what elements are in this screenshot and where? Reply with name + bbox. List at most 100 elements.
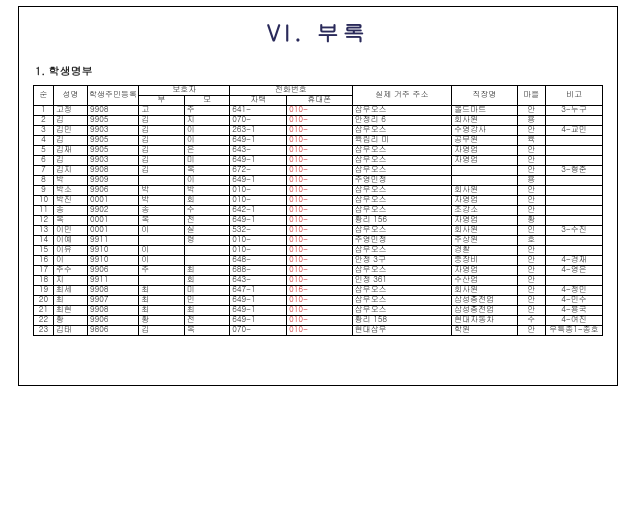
- cell: 중장비: [452, 256, 517, 266]
- cell: 010-: [230, 236, 287, 246]
- cell: 지: [53, 276, 87, 286]
- cell: 김: [53, 156, 87, 166]
- cell: 9911: [88, 236, 139, 246]
- cell: 9902: [88, 206, 139, 216]
- cell: 주: [184, 106, 230, 116]
- cell: 김: [139, 126, 185, 136]
- cell: [139, 236, 185, 246]
- cell: 최: [184, 306, 230, 316]
- cell: 호: [517, 236, 545, 246]
- cell: 주영민정: [352, 176, 452, 186]
- cell: 안: [517, 326, 545, 336]
- cell: 6: [34, 156, 54, 166]
- cell: 김: [139, 136, 185, 146]
- cell: 641-: [230, 106, 287, 116]
- cell: 649-1: [230, 306, 287, 316]
- cell: 올드마트: [452, 106, 517, 116]
- table-row: 16이9910이648-010-안정 3구중장비안4-경재: [34, 256, 603, 266]
- cell: 김: [139, 326, 185, 336]
- page-title: VI. 부록: [33, 17, 603, 48]
- cell: 현대삼우: [352, 326, 452, 336]
- cell: 옥: [184, 166, 230, 176]
- cell: 안: [517, 196, 545, 206]
- cell: 삼우오스: [352, 146, 452, 156]
- cell: 안: [517, 246, 545, 256]
- th-gmother: 모: [184, 96, 230, 106]
- cell: 회사원: [452, 116, 517, 126]
- cell: 17: [34, 266, 54, 276]
- cell: 4-교민: [546, 126, 603, 136]
- cell: 12: [34, 216, 54, 226]
- cell: 이민: [53, 226, 87, 236]
- cell: 전: [184, 316, 230, 326]
- cell: 19: [34, 286, 54, 296]
- table-row: 22황9906황전649-1010-황리 158현대자동차수4-여진: [34, 316, 603, 326]
- cell: 안: [517, 186, 545, 196]
- cell: 우특종1-종호: [546, 326, 603, 336]
- cell: 자영업: [452, 156, 517, 166]
- cell: 070-: [230, 326, 287, 336]
- cell: 회: [184, 276, 230, 286]
- cell: 최: [139, 306, 185, 316]
- cell: 실: [184, 226, 230, 236]
- cell: 23: [34, 326, 54, 336]
- cell: [452, 166, 517, 176]
- cell: 주영민정: [352, 236, 452, 246]
- cell: 010-: [287, 126, 352, 136]
- cell: 643-: [230, 146, 287, 156]
- table-row: 6김9903김미649-1010-삼우오스자영업안: [34, 156, 603, 166]
- th-name: 성명: [53, 86, 87, 106]
- table-row: 23김태9806김옥070-010-현대삼우학원안우특종1-종호: [34, 326, 603, 336]
- cell: 2: [34, 116, 54, 126]
- cell: 삼우오스: [352, 306, 452, 316]
- cell: 미: [184, 156, 230, 166]
- cell: 4-용국: [546, 306, 603, 316]
- cell: 안: [517, 266, 545, 276]
- cell: 김: [139, 166, 185, 176]
- cell: 3-누구: [546, 106, 603, 116]
- cell: 김지: [53, 166, 87, 176]
- th-village: 마을: [517, 86, 545, 106]
- cell: 삼우오스: [352, 156, 452, 166]
- cell: 회: [184, 196, 230, 206]
- cell: 010-: [287, 146, 352, 156]
- cell: 11: [34, 206, 54, 216]
- table-row: 3김민9903김이263-1010-삼우오스수영강사안4-교민: [34, 126, 603, 136]
- cell: 안: [517, 286, 545, 296]
- cell: 010-: [287, 256, 352, 266]
- table-row: 1고정9908고주641-010-삼우오스올드마트안3-누구: [34, 106, 603, 116]
- cell: 이: [184, 126, 230, 136]
- cell: 9903: [88, 126, 139, 136]
- cell: 010-: [287, 156, 352, 166]
- cell: 박: [139, 186, 185, 196]
- cell: 이유: [53, 246, 87, 256]
- cell: 4-경재: [546, 256, 603, 266]
- cell: 016-: [287, 286, 352, 296]
- cell: 고: [139, 106, 185, 116]
- cell: [546, 176, 603, 186]
- cell: 삼우오스: [352, 186, 452, 196]
- cell: 김: [139, 156, 185, 166]
- cell: 9906: [88, 266, 139, 276]
- cell: 0001: [88, 216, 139, 226]
- cell: 김재: [53, 146, 87, 156]
- cell: [546, 216, 603, 226]
- cell: 1: [34, 106, 54, 116]
- table-row: 17주수9906주최688-010-삼우오스자영업안4-영은: [34, 266, 603, 276]
- cell: 인정 361: [352, 276, 452, 286]
- table-row: 12옥0001옥전649-1010-황리 156자영업황: [34, 216, 603, 226]
- cell: 3-형준: [546, 166, 603, 176]
- cell: 황리 156: [352, 216, 452, 226]
- cell: 회사원: [452, 286, 517, 296]
- cell: 9907: [88, 296, 139, 306]
- table-row: 11송9902송수642-1010-삼우오스조강소안: [34, 206, 603, 216]
- table-row: 20최9907최민649-1010-삼우오스삼성충전업안4-민수: [34, 296, 603, 306]
- cell: 010-: [287, 266, 352, 276]
- cell: 김: [53, 136, 87, 146]
- table-row: 18지9911회643-010-인정 361수산업안: [34, 276, 603, 286]
- cell: 현대자동차: [452, 316, 517, 326]
- cell: 9911: [88, 276, 139, 286]
- cell: 삼성충전업: [452, 306, 517, 316]
- cell: 070-: [230, 116, 287, 126]
- cell: 010-: [287, 326, 352, 336]
